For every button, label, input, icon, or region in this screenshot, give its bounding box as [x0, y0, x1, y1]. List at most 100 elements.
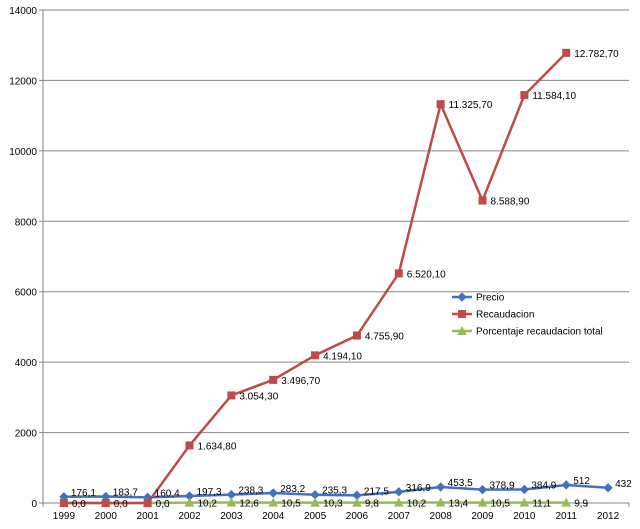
data-label: 0,0	[72, 499, 86, 510]
data-label: 235,3	[322, 486, 347, 497]
data-point-2	[184, 497, 195, 507]
data-label: 6.520,10	[407, 269, 446, 280]
y-tick-label: 8000	[15, 217, 38, 228]
x-tick-label: 2012	[597, 511, 620, 522]
data-label: 10,2	[198, 499, 218, 510]
data-label: 11.325,70	[449, 100, 493, 111]
data-label: 10,3	[323, 499, 343, 510]
data-point-0	[603, 483, 613, 493]
data-point-1	[394, 269, 403, 278]
y-tick-label: 14000	[9, 6, 37, 17]
data-label: 4.755,90	[365, 332, 404, 343]
data-label: 183,7	[113, 488, 138, 499]
x-tick-label: 2005	[304, 511, 327, 522]
data-label: 453,5	[448, 478, 473, 489]
data-label: 11.584,10	[532, 91, 576, 102]
x-tick-label: 2001	[137, 511, 160, 522]
data-label: 384,9	[531, 480, 556, 491]
data-label: 1.634,80	[198, 441, 237, 452]
y-tick-label: 4000	[15, 358, 38, 369]
data-point-1	[311, 351, 320, 360]
data-label: 0,0	[156, 499, 170, 510]
data-label: 10,2	[407, 499, 427, 510]
data-point-1	[227, 391, 236, 400]
data-label: 217,5	[364, 486, 389, 497]
data-point-2	[226, 497, 237, 507]
data-point-1	[520, 91, 529, 100]
data-label: 8.588,90	[491, 197, 530, 208]
data-label: 4.194,10	[323, 351, 362, 362]
data-label: 10,5	[491, 499, 511, 510]
data-point-1	[101, 499, 110, 507]
legend-marker	[457, 325, 467, 335]
data-label: 316,9	[406, 483, 431, 494]
x-tick-label: 2007	[388, 511, 411, 522]
data-label: 238,3	[238, 486, 263, 497]
legend-marker	[458, 310, 466, 318]
legend-label: Recaudacion	[476, 310, 534, 321]
data-point-0	[435, 482, 446, 492]
y-tick-label: 2000	[15, 429, 38, 440]
data-point-2	[477, 497, 488, 507]
y-tick-label: 12000	[9, 76, 37, 87]
data-point-2	[561, 497, 572, 507]
series-line-0	[63, 483, 609, 499]
data-label: 432	[615, 479, 632, 490]
legend-marker	[457, 292, 467, 302]
x-tick-label: 2009	[471, 511, 494, 522]
x-tick-label: 2008	[430, 511, 453, 522]
x-tick-label: 2006	[346, 511, 369, 522]
data-point-0	[268, 488, 278, 498]
data-point-1	[143, 499, 152, 507]
legend-label: Precio	[476, 293, 505, 304]
y-tick-label: 0	[31, 499, 37, 510]
data-point-0	[226, 489, 237, 500]
data-point-2	[435, 497, 446, 507]
x-tick-label: 2010	[513, 511, 536, 522]
data-label: 378,9	[490, 481, 515, 492]
data-point-0	[310, 490, 320, 500]
data-label: 11,1	[532, 499, 551, 510]
data-point-0	[477, 484, 488, 495]
data-label: 9,9	[574, 499, 588, 510]
x-tick-label: 2011	[555, 511, 577, 522]
data-point-1	[352, 331, 361, 340]
data-label: 12,6	[239, 499, 259, 510]
data-point-1	[478, 196, 487, 205]
data-point-2	[352, 497, 362, 507]
data-point-0	[394, 487, 404, 497]
data-label: 0,0	[114, 499, 128, 510]
data-point-1	[59, 499, 68, 507]
x-tick-label: 2003	[220, 511, 243, 522]
legend-label: Porcentaje recaudacion total	[476, 327, 603, 338]
data-point-2	[393, 497, 404, 507]
x-tick-label: 2000	[95, 511, 118, 522]
data-point-1	[562, 48, 571, 57]
data-label: 283,2	[280, 484, 305, 495]
data-point-2	[310, 497, 320, 507]
data-point-0	[561, 480, 571, 490]
x-tick-label: 2004	[262, 511, 285, 522]
data-point-1	[185, 441, 194, 450]
data-label: 160,4	[155, 488, 180, 499]
y-tick-label: 10000	[9, 147, 37, 158]
data-label: 10,5	[281, 499, 301, 510]
series-line-1	[63, 51, 568, 505]
data-point-0	[519, 484, 530, 495]
data-label: 3.496,70	[281, 376, 320, 387]
data-point-1	[269, 375, 278, 384]
data-label: 13,4	[449, 499, 469, 510]
data-label: 9,8	[365, 499, 379, 510]
data-point-2	[268, 497, 279, 507]
data-label: 176,1	[71, 488, 96, 499]
data-point-1	[436, 100, 445, 109]
y-tick-label: 6000	[15, 288, 38, 299]
x-tick-label: 2002	[178, 511, 201, 522]
data-point-2	[519, 497, 530, 507]
data-label: 3.054,30	[239, 391, 278, 402]
x-tick-label: 1999	[53, 511, 76, 522]
data-label: 197,3	[197, 487, 222, 498]
data-label: 12.782,70	[574, 49, 619, 60]
